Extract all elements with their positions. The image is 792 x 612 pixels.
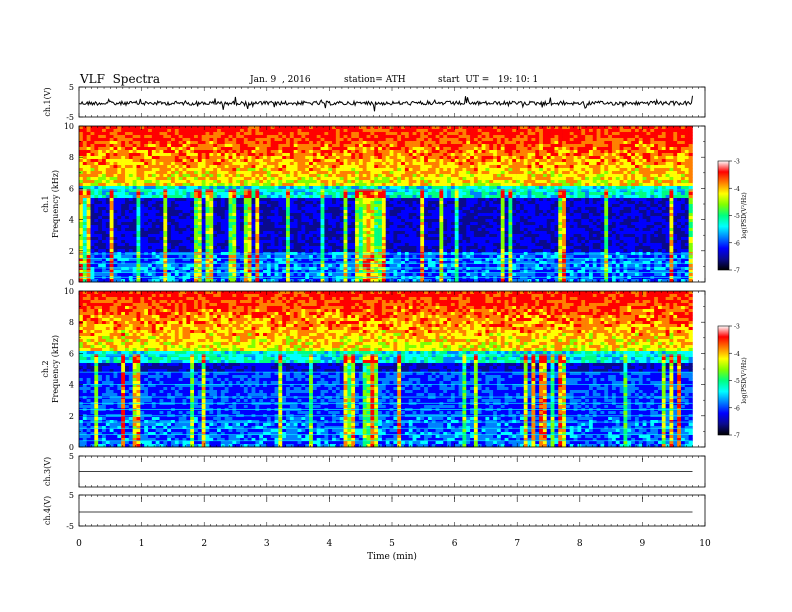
start-time-label: start UT = 19: 10: 1 [438,75,539,85]
trace-ch1v [78,95,693,112]
y-tick-label: 10 [64,122,74,131]
x-tick-label: 1 [139,539,145,549]
trace-ch3v [79,458,693,472]
date-label: Jan. 9 , 2016 [250,75,311,85]
colorbar-label: log(PSD(V²/Hz) [741,357,748,404]
y-tick-label: 4 [69,381,74,390]
station-label: station= ATH [344,75,406,85]
x-tick-label: 5 [389,539,395,549]
y-tick-label: -5 [66,522,74,531]
y-tick-label: 5 [69,83,74,92]
y-tick-label: 8 [69,318,74,327]
y-tick-label: 8 [69,153,74,162]
colorbar-tick-label: -5 [734,378,740,385]
y-tick-label: -5 [66,113,74,122]
y-axis-label: ch.3(V) [43,457,52,486]
y-tick-label: 4 [69,216,74,225]
trace-ch4v [79,497,693,513]
y-tick-label: 5 [69,452,74,461]
x-axis-label: Time (min) [367,551,417,562]
y-axis-label: ch.4(V) [43,496,52,525]
colorbar-tick-label: -5 [734,213,740,220]
colorbar-tick-label: -3 [734,324,740,331]
y-axis-label: ch.1 [41,195,50,212]
spectrogram-ch2 [79,291,693,448]
x-tick-label: 6 [452,539,458,549]
colorbar-tick-label: -6 [734,240,740,247]
y-tick-label: 6 [69,349,74,358]
colorbar-label: log(PSD(V²/Hz) [741,192,748,239]
colorbar-tick-label: -7 [734,268,740,275]
y-tick-label: 6 [69,184,74,193]
y-tick-label: 2 [69,247,74,256]
x-tick-label: 2 [201,539,207,549]
colorbar-tick-label: -4 [734,186,740,193]
plot-title: VLF Spectra [80,72,161,86]
x-tick-label: 10 [699,539,711,549]
spectrogram-ch1 [79,126,693,283]
y-tick-label: 5 [69,491,74,500]
colorbar-tick-label: -6 [734,405,740,412]
y-axis-label: Frequency (kHz) [51,335,60,403]
y-tick-label: 10 [64,287,74,296]
colorbar [717,325,730,436]
y-axis-label: Frequency (kHz) [51,170,60,238]
y-tick-label: 0 [69,278,74,287]
y-axis-label: ch.2 [41,360,50,377]
x-tick-label: 9 [640,539,646,549]
x-tick-label: 4 [327,539,333,549]
x-tick-label: 3 [264,539,270,549]
colorbar-tick-label: -3 [734,159,740,166]
y-axis-label: ch.1(V) [43,87,52,116]
y-tick-label: 0 [69,443,74,452]
x-tick-label: 7 [514,539,520,549]
x-tick-label: 0 [76,539,82,549]
colorbar-tick-label: -4 [734,351,740,358]
x-tick-label: 8 [577,539,583,549]
colorbar [717,160,730,271]
y-tick-label: 2 [69,412,74,421]
colorbar-tick-label: -7 [734,433,740,440]
